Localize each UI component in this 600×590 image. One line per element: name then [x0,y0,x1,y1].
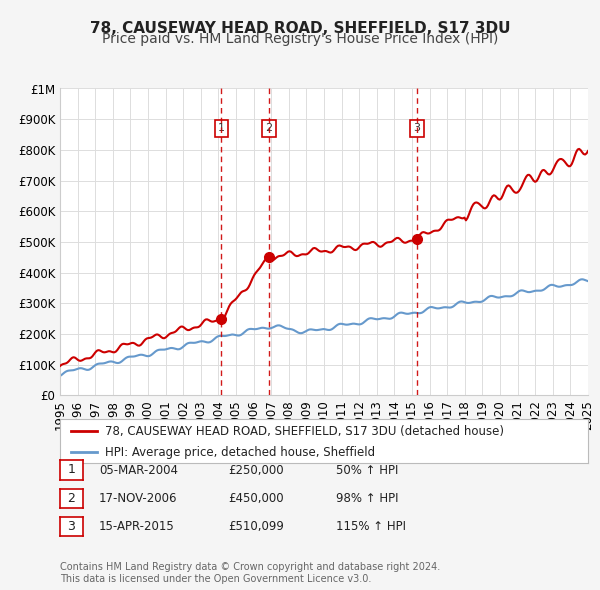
Text: Contains HM Land Registry data © Crown copyright and database right 2024.
This d: Contains HM Land Registry data © Crown c… [60,562,440,584]
Text: £510,099: £510,099 [228,520,284,533]
Text: 17-NOV-2006: 17-NOV-2006 [99,492,178,505]
Text: 98% ↑ HPI: 98% ↑ HPI [336,492,398,505]
Text: 115% ↑ HPI: 115% ↑ HPI [336,520,406,533]
Text: 78, CAUSEWAY HEAD ROAD, SHEFFIELD, S17 3DU: 78, CAUSEWAY HEAD ROAD, SHEFFIELD, S17 3… [90,21,510,35]
Text: 05-MAR-2004: 05-MAR-2004 [99,464,178,477]
Text: 78, CAUSEWAY HEAD ROAD, SHEFFIELD, S17 3DU (detached house): 78, CAUSEWAY HEAD ROAD, SHEFFIELD, S17 3… [105,425,504,438]
Text: 2: 2 [266,123,272,133]
Text: HPI: Average price, detached house, Sheffield: HPI: Average price, detached house, Shef… [105,445,375,458]
Text: £450,000: £450,000 [228,492,284,505]
Text: 1: 1 [67,463,76,477]
Text: Price paid vs. HM Land Registry's House Price Index (HPI): Price paid vs. HM Land Registry's House … [102,32,498,47]
Text: 1: 1 [218,123,225,133]
Text: 50% ↑ HPI: 50% ↑ HPI [336,464,398,477]
Text: 3: 3 [67,520,76,533]
Text: £250,000: £250,000 [228,464,284,477]
Text: 2: 2 [67,491,76,505]
Text: 3: 3 [413,123,421,133]
Text: 15-APR-2015: 15-APR-2015 [99,520,175,533]
